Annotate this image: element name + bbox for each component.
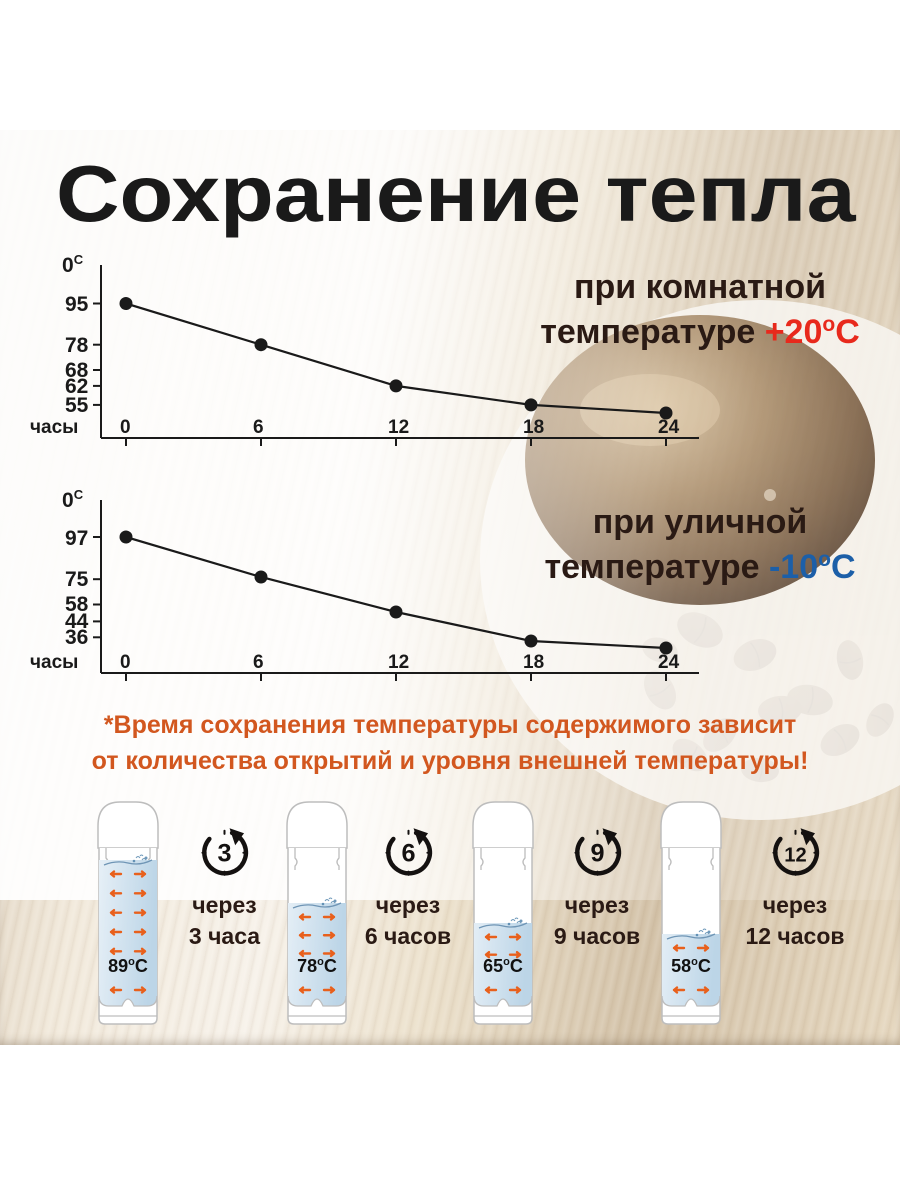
svg-text:9: 9 (590, 840, 604, 868)
svg-text:75: 75 (65, 568, 89, 591)
svg-text:6: 6 (401, 840, 415, 868)
svg-text:24: 24 (658, 652, 680, 673)
svg-text:3: 3 (217, 840, 231, 868)
svg-text:0: 0 (120, 652, 131, 673)
svg-text:36: 36 (65, 626, 88, 649)
svg-text:часы: часы (30, 652, 78, 673)
svg-text:97: 97 (65, 527, 88, 550)
svg-text:12: 12 (388, 652, 409, 673)
svg-text:58oC: 58oC (671, 956, 711, 976)
svg-text:89oC: 89oC (108, 956, 148, 976)
svg-text:0C: 0C (62, 487, 84, 512)
svg-text:6: 6 (253, 652, 264, 673)
svg-text:78oC: 78oC (297, 956, 337, 976)
svg-text:18: 18 (523, 652, 544, 673)
svg-text:12: 12 (784, 845, 806, 867)
svg-text:65oC: 65oC (483, 956, 523, 976)
